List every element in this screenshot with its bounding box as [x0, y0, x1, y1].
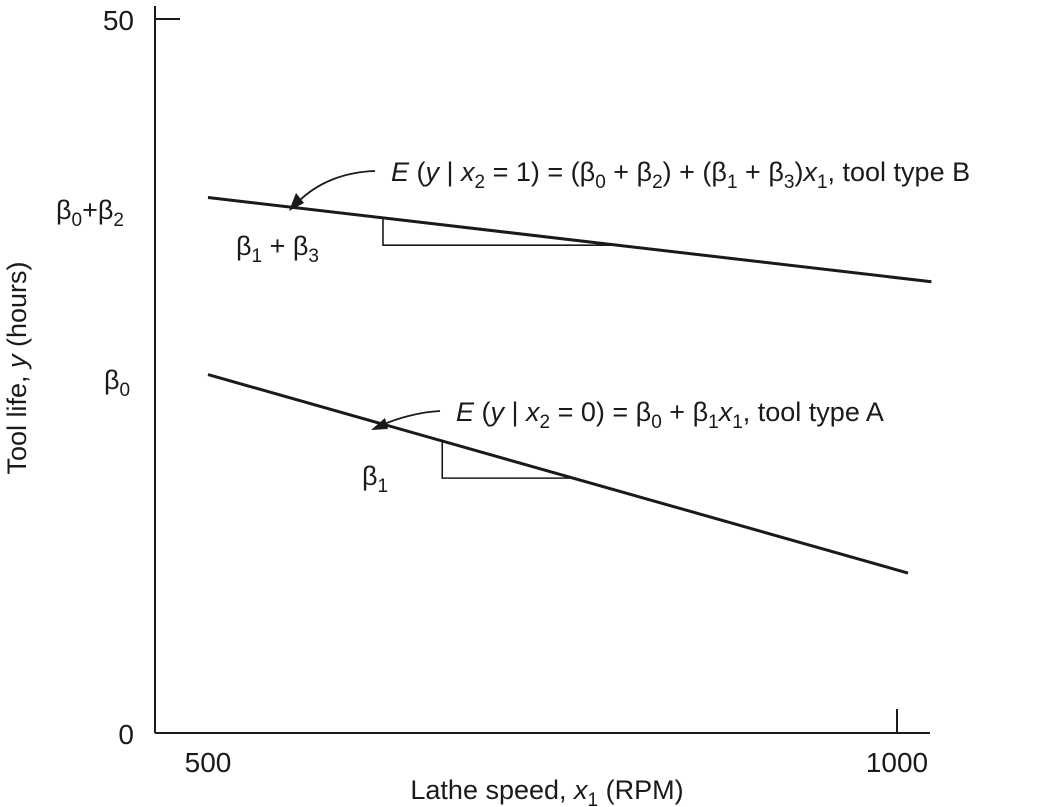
x-axis-title: Lathe speed, x1 (RPM): [410, 775, 683, 807]
callout-arrow-b: [297, 170, 376, 203]
y-annotation-b0: β0: [104, 365, 130, 401]
slope-label-b: β1 + β3: [236, 231, 319, 267]
y-tick-label-0: 0: [118, 719, 134, 750]
callout-arrow-a: [381, 410, 441, 426]
y-tick-label-50: 50: [103, 5, 134, 36]
x-tick-label-1000: 1000: [866, 747, 928, 778]
callout-arrowhead-a: [371, 418, 388, 430]
x-tick-label-500: 500: [185, 747, 232, 778]
equation-label-b: E (y | x2 = 1) = (β0 + β2) + (β1 + β3)x1…: [391, 157, 970, 193]
slope-label-a: β1: [362, 461, 388, 497]
series-line-tool-type-b: [207, 196, 932, 284]
slope-triangle-b: [382, 217, 618, 246]
y-axis-title: Tool life, y (hours): [2, 261, 32, 474]
equation-label-a: E (y | x2 = 0) = β0 + β1x1, tool type A: [456, 397, 884, 433]
series-line-tool-type-a: [207, 373, 909, 575]
slope-triangle-a: [441, 440, 574, 479]
y-annotation-b0-plus-b2: β0+β2: [56, 195, 124, 231]
callout-arrowhead-b: [289, 193, 304, 211]
